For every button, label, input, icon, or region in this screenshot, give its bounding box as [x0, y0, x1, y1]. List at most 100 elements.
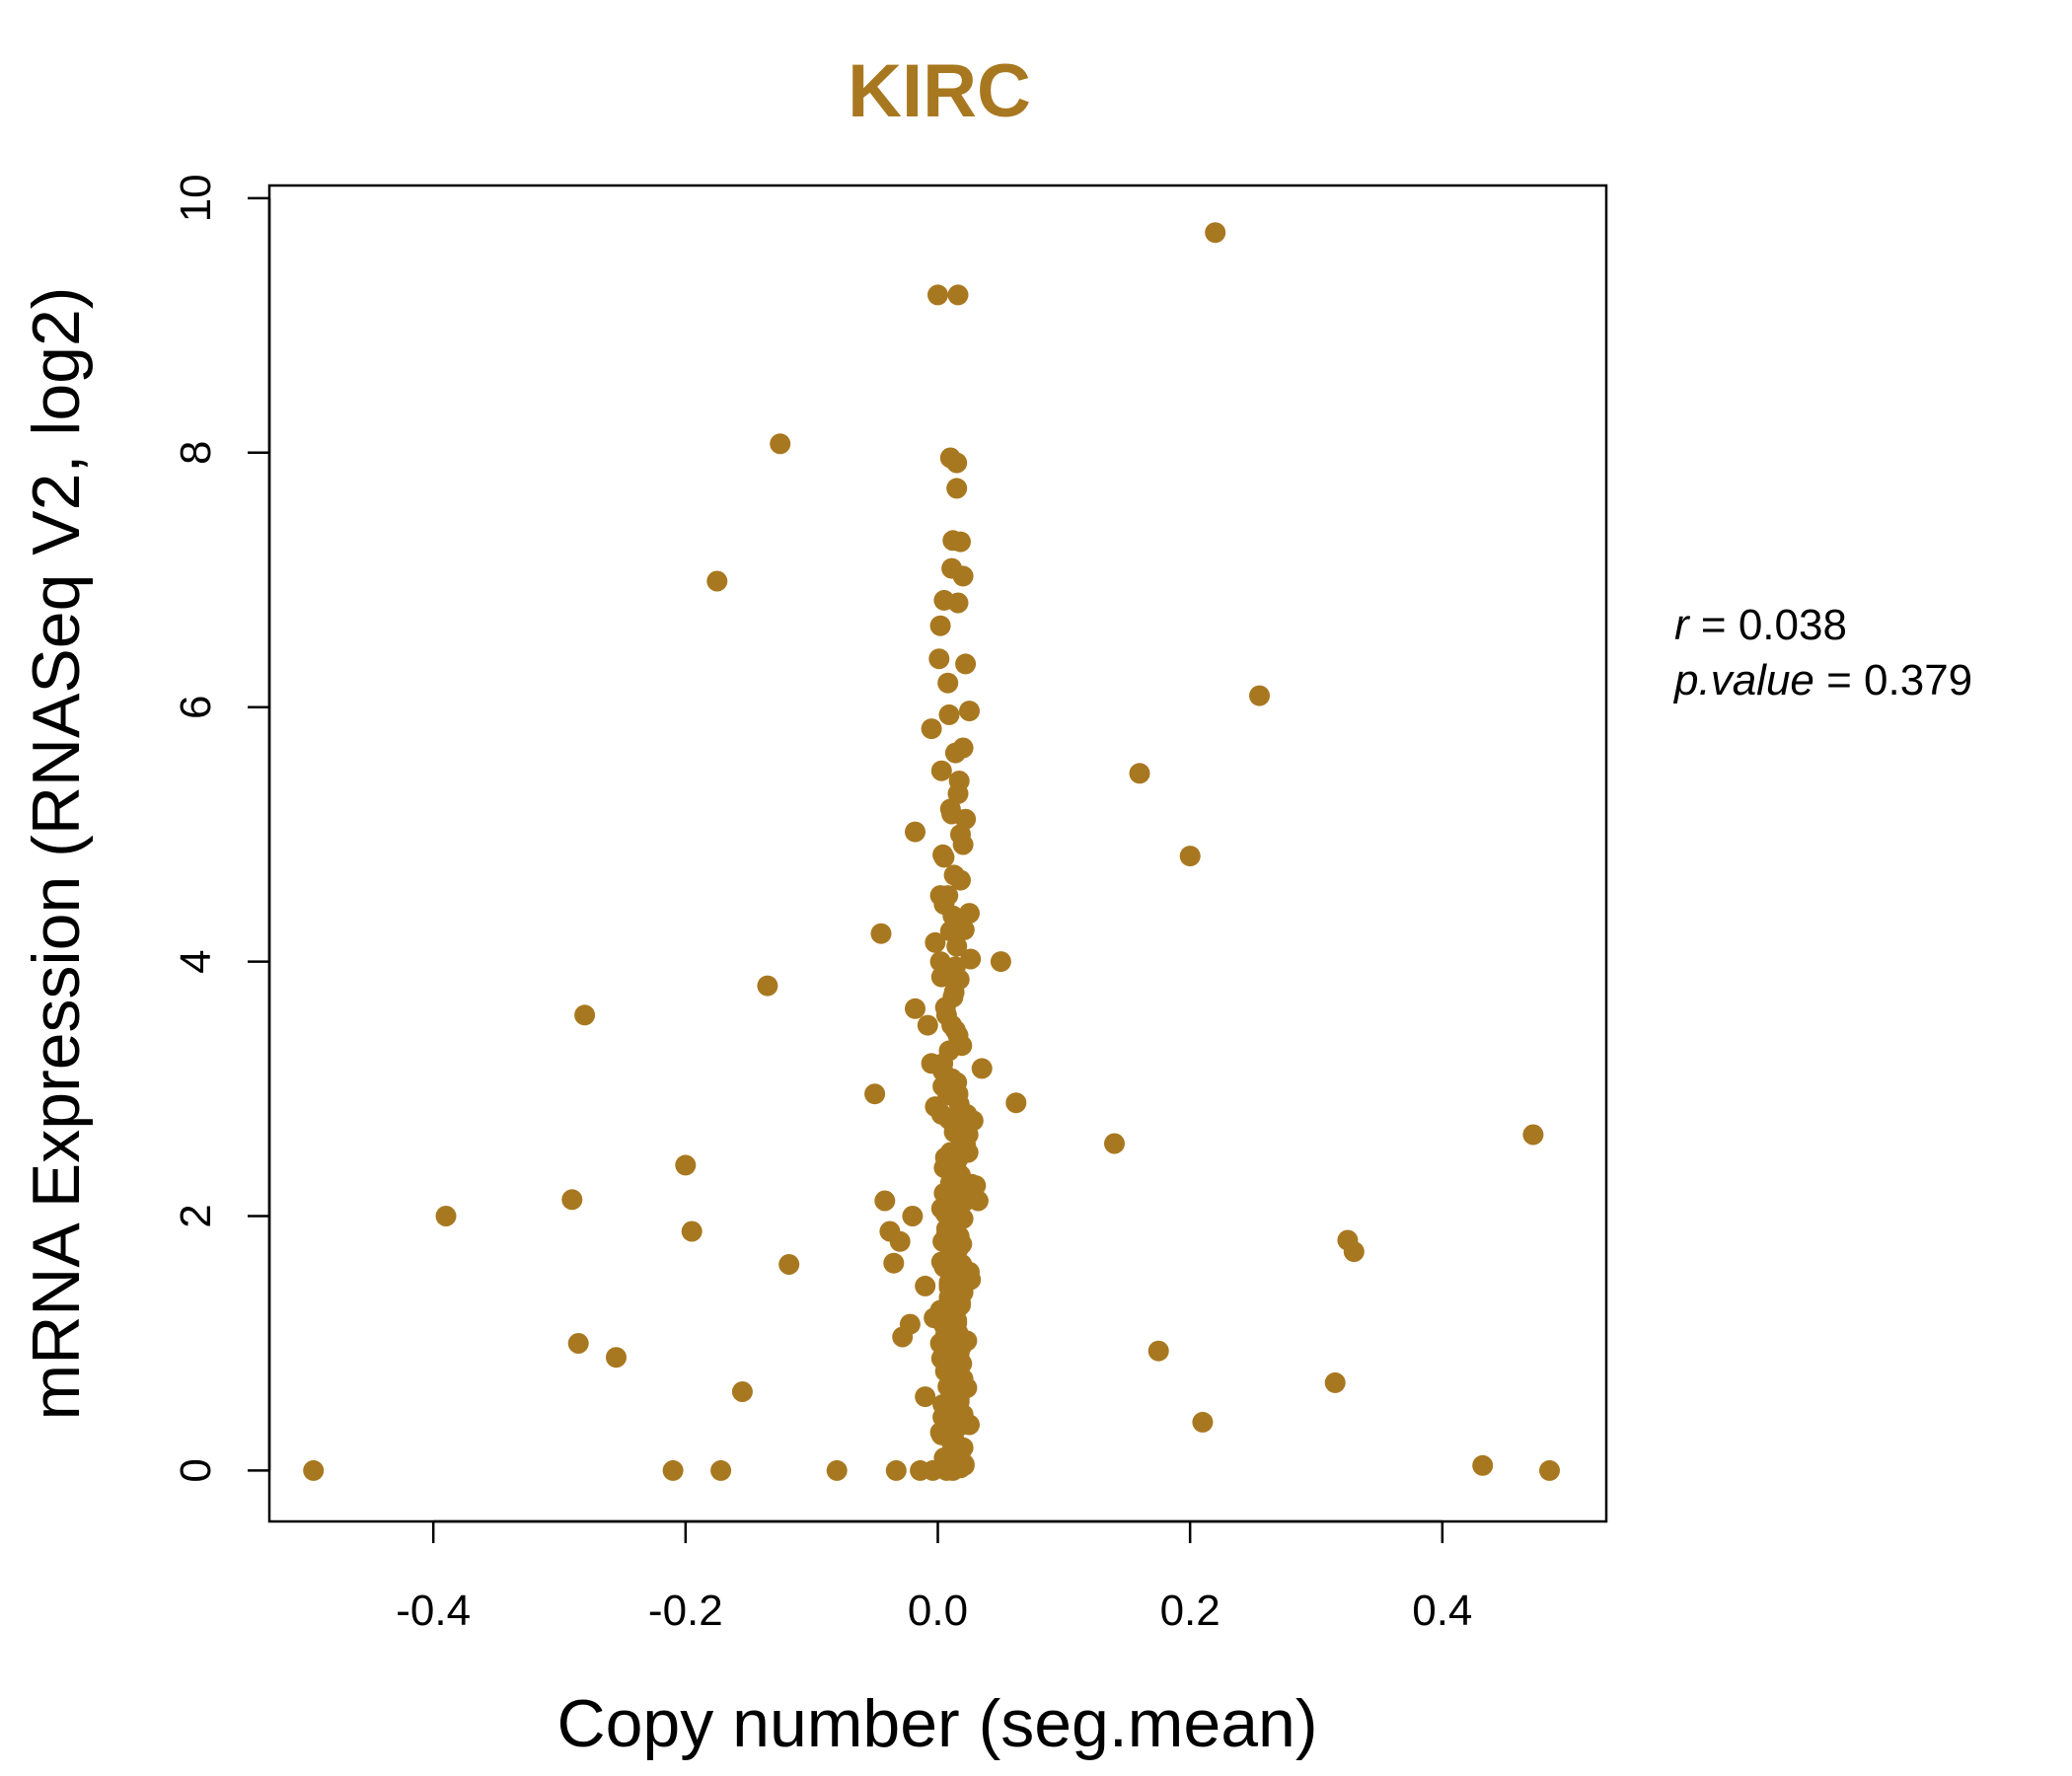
- data-point: [1324, 1371, 1346, 1393]
- x-axis: -0.4 -0.2 0.0 0.2 0.4: [396, 1519, 1472, 1635]
- data-point: [929, 615, 951, 636]
- data-point: [942, 987, 964, 1008]
- data-point: [934, 1198, 956, 1220]
- data-point: [937, 672, 959, 694]
- data-point: [899, 1313, 921, 1335]
- p-value-label: p.value: [1672, 656, 1814, 704]
- data-point: [950, 1169, 971, 1191]
- data-point: [915, 1386, 936, 1408]
- data-point: [932, 1393, 954, 1415]
- x-tick-label: -0.2: [648, 1587, 723, 1635]
- r-stat-value: 0.038: [1739, 601, 1847, 649]
- data-point: [952, 737, 974, 759]
- data-point: [1104, 1133, 1125, 1154]
- data-point: [905, 821, 925, 843]
- data-point: [950, 531, 971, 553]
- data-point: [1192, 1411, 1214, 1433]
- data-point: [990, 951, 1011, 973]
- data-point: [941, 1080, 963, 1102]
- data-point: [933, 847, 955, 868]
- data-point: [941, 803, 963, 825]
- data-point: [1522, 1124, 1544, 1146]
- data-point: [778, 1254, 800, 1275]
- data-point: [942, 1320, 964, 1342]
- data-point: [303, 1459, 325, 1481]
- data-point: [943, 864, 965, 886]
- data-point: [606, 1347, 627, 1369]
- data-point: [938, 1299, 960, 1321]
- data-point: [956, 1103, 978, 1125]
- data-point: [927, 284, 948, 306]
- data-point: [757, 975, 778, 997]
- data-point: [942, 905, 964, 926]
- data-point: [574, 1004, 596, 1026]
- data-point: [946, 478, 968, 499]
- data-point: [731, 1381, 753, 1402]
- data-point: [938, 1274, 960, 1295]
- data-point: [567, 1333, 589, 1354]
- p-value-stat: p.value = 0.379: [1672, 656, 1972, 704]
- data-point: [946, 1358, 968, 1379]
- data-point: [1249, 685, 1270, 706]
- data-point: [930, 1251, 952, 1273]
- data-point: [1147, 1340, 1169, 1362]
- data-point: [959, 1261, 980, 1283]
- data-point: [948, 969, 970, 991]
- data-point: [710, 1459, 732, 1481]
- data-point: [917, 1014, 938, 1036]
- r-stat: r = 0.038: [1674, 601, 1847, 649]
- data-point: [435, 1206, 457, 1226]
- data-point: [941, 557, 963, 579]
- stats-annotation: r = 0.038 p.value = 0.379: [1672, 601, 1972, 704]
- data-point: [944, 1019, 966, 1041]
- data-point: [938, 703, 960, 725]
- data-point: [950, 824, 971, 846]
- p-value-value: 0.379: [1864, 656, 1972, 704]
- data-point: [1205, 222, 1226, 244]
- data-point: [921, 718, 942, 740]
- y-axis-label: mRNA Expression (RNASeq V2, log2): [19, 287, 94, 1421]
- points-layer: [303, 222, 1560, 1481]
- data-point: [947, 782, 969, 804]
- data-point: [561, 1189, 583, 1211]
- data-point: [681, 1221, 703, 1242]
- data-point: [933, 1422, 955, 1443]
- y-tick-label: 0: [172, 1458, 220, 1482]
- data-point: [1005, 1092, 1027, 1114]
- y-axis: 0 2 4 6 8 10: [172, 174, 271, 1483]
- data-point: [955, 653, 977, 675]
- data-point: [662, 1459, 684, 1481]
- p-value-equals: =: [1814, 656, 1864, 704]
- chart-title: KIRC: [848, 49, 1031, 133]
- data-point: [947, 592, 969, 614]
- data-point: [770, 433, 791, 455]
- x-tick-label: 0.4: [1412, 1587, 1472, 1635]
- data-point: [959, 701, 980, 722]
- x-tick-label: 0.2: [1160, 1587, 1221, 1635]
- data-point: [925, 1096, 946, 1118]
- data-point: [947, 284, 969, 306]
- data-point: [1472, 1454, 1494, 1476]
- data-point: [885, 1459, 907, 1481]
- data-point: [929, 951, 951, 973]
- data-point: [948, 1225, 970, 1247]
- y-tick-label: 2: [172, 1204, 220, 1227]
- x-axis-label: Copy number (seg.mean): [556, 1686, 1317, 1761]
- data-point: [905, 998, 925, 1019]
- data-point: [925, 931, 946, 953]
- data-point: [874, 1190, 896, 1212]
- data-point: [941, 1444, 963, 1466]
- data-point: [935, 1004, 957, 1026]
- data-point: [1343, 1241, 1365, 1263]
- data-point: [706, 570, 728, 592]
- data-point: [902, 1206, 924, 1226]
- data-point: [864, 1083, 886, 1105]
- x-tick-label: -0.4: [396, 1587, 471, 1635]
- data-point: [939, 1142, 961, 1163]
- data-point: [947, 1119, 969, 1141]
- data-point: [952, 1404, 974, 1426]
- data-point: [883, 1252, 905, 1274]
- data-point: [1129, 763, 1150, 784]
- data-point: [889, 1230, 911, 1252]
